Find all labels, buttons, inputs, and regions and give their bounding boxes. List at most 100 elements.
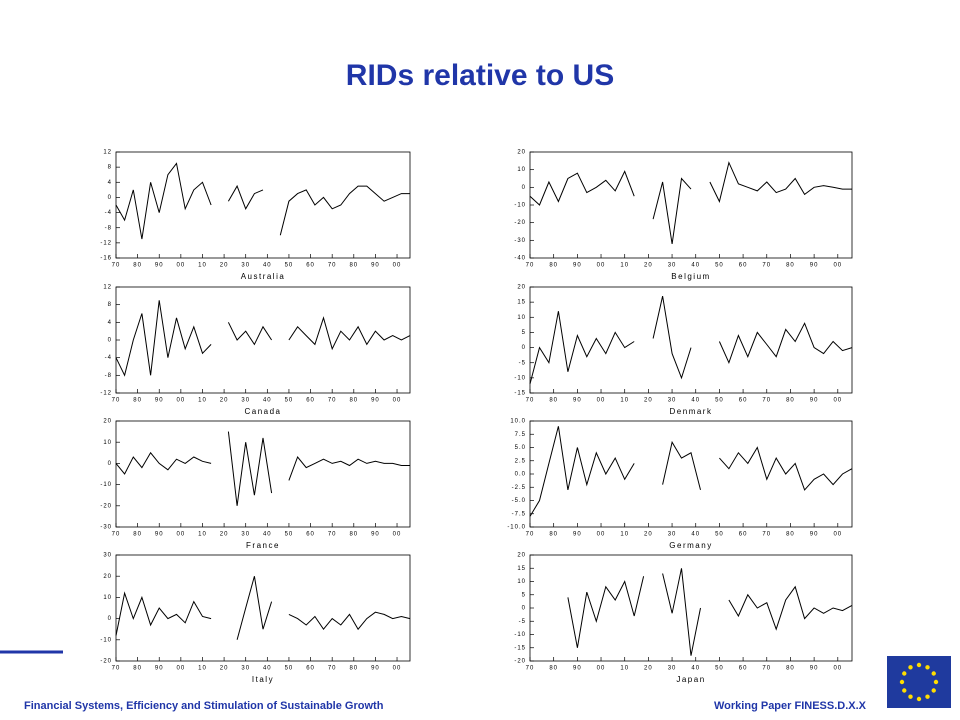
data-line xyxy=(529,295,853,385)
chart-title: Denmark xyxy=(670,407,713,416)
y-tick-label: 10 xyxy=(517,315,526,321)
x-tick-label: 80 xyxy=(549,666,558,672)
x-tick-label: 90 xyxy=(371,666,380,672)
x-tick-label: 30 xyxy=(668,666,677,672)
x-tick-label: 70 xyxy=(328,532,337,538)
y-tick-label: 10.0 xyxy=(510,419,526,425)
x-tick-label: 90 xyxy=(810,532,819,538)
x-tick-label: 20 xyxy=(644,532,653,538)
x-tick-label: 90 xyxy=(155,666,164,672)
y-tick-label: -7.5 xyxy=(512,511,526,517)
y-tick-label: 20 xyxy=(517,553,526,559)
y-tick-label: 8 xyxy=(108,302,112,308)
data-line xyxy=(115,162,410,240)
x-tick-label: 10 xyxy=(620,532,629,538)
flag-star xyxy=(899,679,905,685)
flag-star xyxy=(931,688,936,693)
x-tick-label: 80 xyxy=(786,263,795,269)
x-tick-label: 40 xyxy=(263,532,272,538)
flag-star xyxy=(925,694,930,699)
plot-frame xyxy=(529,286,853,394)
x-tick-label: 70 xyxy=(762,263,771,269)
chart-title: Belgium xyxy=(671,272,710,281)
y-tick-label: 4 xyxy=(108,180,112,186)
x-tick-label: 40 xyxy=(263,666,272,672)
x-tick-label: 00 xyxy=(393,666,402,672)
flag-star xyxy=(908,694,913,699)
x-tick-label: 70 xyxy=(328,398,337,404)
y-tick-label: 20 xyxy=(517,285,526,291)
x-tick-label: 70 xyxy=(762,532,771,538)
y-tick-label: -5 xyxy=(519,619,526,625)
x-tick-label: 20 xyxy=(220,532,229,538)
x-tick-label: 90 xyxy=(810,398,819,404)
y-tick-label: 20 xyxy=(103,419,112,425)
x-tick-label: 60 xyxy=(739,532,748,538)
y-tick-label: -4 xyxy=(105,355,112,361)
x-tick-label: 40 xyxy=(691,263,700,269)
x-tick-label: 40 xyxy=(263,398,272,404)
chart-title: Italy xyxy=(252,675,274,684)
y-tick-label: -10 xyxy=(514,203,526,209)
y-tick-label: -10 xyxy=(514,375,526,381)
x-tick-label: 60 xyxy=(306,263,315,269)
x-tick-label: 00 xyxy=(177,398,186,404)
y-tick-label: 10 xyxy=(517,167,526,173)
y-tick-label: -15 xyxy=(514,391,526,397)
x-tick-label: 80 xyxy=(133,263,142,269)
x-tick-label: 70 xyxy=(328,666,337,672)
eu-flag xyxy=(887,656,951,708)
x-tick-label: 80 xyxy=(133,398,142,404)
x-tick-label: 80 xyxy=(133,532,142,538)
x-tick-label: 60 xyxy=(306,666,315,672)
x-tick-label: 90 xyxy=(573,263,582,269)
x-tick-label: 50 xyxy=(285,666,294,672)
x-tick-label: 40 xyxy=(691,532,700,538)
y-tick-label: -5 xyxy=(519,360,526,366)
flag-star xyxy=(916,662,922,668)
x-tick-label: 70 xyxy=(112,532,121,538)
x-tick-label: 10 xyxy=(198,532,207,538)
chart-title: Canada xyxy=(244,407,281,416)
x-tick-label: 80 xyxy=(349,666,358,672)
chart-title: France xyxy=(246,541,280,550)
x-tick-label: 90 xyxy=(573,666,582,672)
x-tick-label: 80 xyxy=(349,532,358,538)
x-tick-label: 20 xyxy=(644,398,653,404)
slide-title: RIDs relative to US xyxy=(346,59,614,92)
y-tick-label: 12 xyxy=(103,150,112,156)
x-tick-label: 30 xyxy=(668,398,677,404)
x-tick-label: 30 xyxy=(668,263,677,269)
x-tick-label: 60 xyxy=(739,263,748,269)
x-tick-label: 80 xyxy=(349,263,358,269)
flag-star xyxy=(916,696,922,702)
data-line xyxy=(115,576,411,640)
y-tick-label: -12 xyxy=(100,391,112,397)
y-tick-label: 0 xyxy=(522,185,526,191)
x-tick-label: 00 xyxy=(597,263,606,269)
y-tick-label: -20 xyxy=(100,659,112,665)
x-tick-label: 00 xyxy=(833,532,842,538)
data-line xyxy=(567,568,853,656)
y-tick-label: -10 xyxy=(100,482,112,488)
x-tick-label: 70 xyxy=(762,398,771,404)
flag-star xyxy=(908,665,913,670)
plot-frame xyxy=(115,151,411,259)
x-tick-label: 00 xyxy=(597,532,606,538)
x-tick-label: 90 xyxy=(155,532,164,538)
flag-star xyxy=(933,679,939,685)
y-tick-label: -2.5 xyxy=(512,485,526,491)
x-tick-label: 90 xyxy=(810,666,819,672)
y-tick-label: -20 xyxy=(514,659,526,665)
y-tick-label: 0 xyxy=(108,616,112,622)
y-tick-label: -20 xyxy=(100,503,112,509)
x-tick-label: 40 xyxy=(691,398,700,404)
x-tick-label: 20 xyxy=(644,666,653,672)
x-tick-label: 30 xyxy=(668,532,677,538)
y-tick-label: 20 xyxy=(103,574,112,580)
x-tick-label: 50 xyxy=(285,263,294,269)
x-tick-label: 30 xyxy=(241,263,250,269)
data-line xyxy=(115,300,411,377)
y-tick-label: 0 xyxy=(522,606,526,612)
